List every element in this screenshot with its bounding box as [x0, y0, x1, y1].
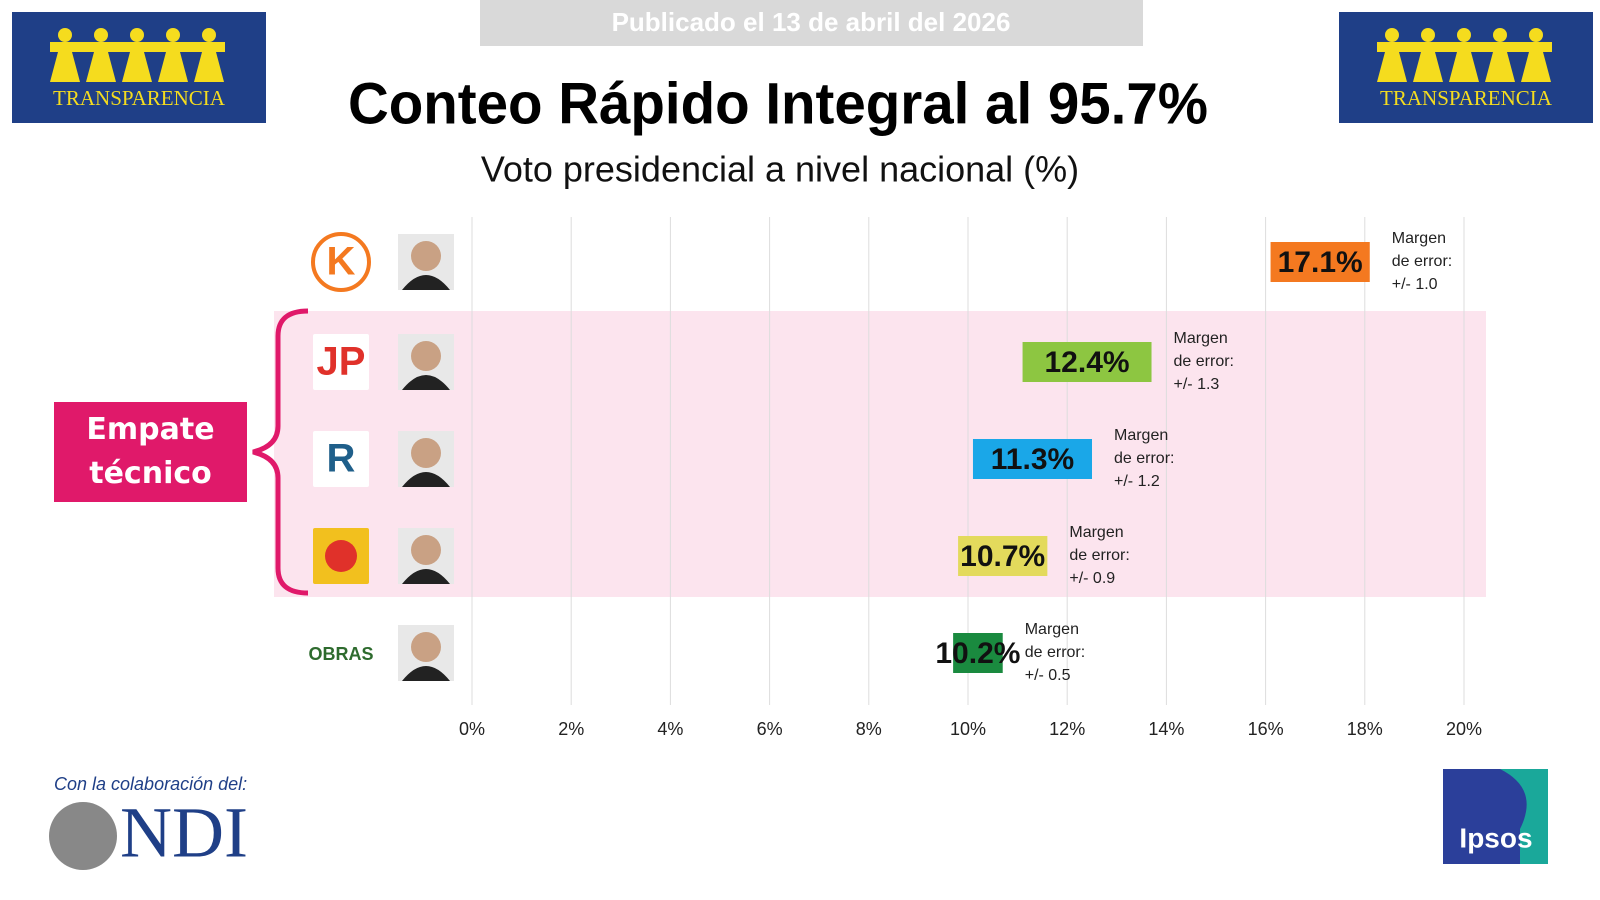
margin-title: de error: — [1392, 253, 1452, 270]
x-tick-label: 6% — [757, 719, 783, 739]
ipsos-shape — [1500, 769, 1548, 864]
error-range-bar — [953, 633, 1003, 673]
published-date: Publicado el 13 de abril del 2026 — [612, 7, 1011, 37]
candidate-face — [411, 341, 441, 371]
value-label: 12.4% — [1045, 346, 1130, 379]
x-tick-label: 10% — [950, 719, 986, 739]
published-banner — [480, 0, 1143, 46]
candidate-face — [411, 438, 441, 468]
group-label: Empate técnico — [54, 402, 247, 502]
error-range-bar — [972, 439, 1092, 479]
margin-label: +/- 0.9 — [1069, 570, 1115, 587]
margin-title: de error: — [1025, 644, 1085, 661]
x-tick-label: 16% — [1248, 719, 1284, 739]
candidate-body — [402, 472, 450, 487]
candidate-body — [402, 275, 450, 290]
x-tick-label: 0% — [459, 719, 485, 739]
candidate-body — [402, 569, 450, 584]
margin-title: Margen — [1114, 427, 1168, 444]
x-tick-label: 2% — [558, 719, 584, 739]
party-logo — [311, 232, 371, 292]
x-tick-label: 12% — [1049, 719, 1085, 739]
candidate-face — [411, 535, 441, 565]
party-logo-text: OBRAS — [308, 644, 373, 664]
logo-text: TRANSPARENCIA — [1380, 86, 1553, 110]
margin-title: Margen — [1392, 230, 1446, 247]
margin-title: de error: — [1114, 450, 1174, 467]
value-label: 10.7% — [960, 540, 1045, 573]
party-logo — [313, 625, 369, 681]
margin-title: Margen — [1025, 621, 1079, 638]
margin-title: Margen — [1174, 330, 1228, 347]
candidate-face — [411, 241, 441, 271]
x-tick-label: 8% — [856, 719, 882, 739]
x-tick-label: 20% — [1446, 719, 1482, 739]
collab-text: Con la colaboración del: — [54, 774, 247, 794]
margin-title: Margen — [1069, 524, 1123, 541]
plot: 0% 2% 4% 6% 8% 10% 12% 14% 16% 18% 20% K 17.1% Margen… — [308, 217, 1482, 739]
ipsos-text: Ipsos — [1459, 822, 1532, 853]
margin-label: +/- 1.2 — [1114, 473, 1160, 490]
error-range-bar — [1022, 342, 1152, 382]
margin-label: +/- 1.3 — [1174, 376, 1220, 393]
value-label: 11.3% — [991, 443, 1074, 476]
margin-title: de error: — [1174, 353, 1234, 370]
x-tick-label: 18% — [1347, 719, 1383, 739]
group-band — [274, 311, 1486, 597]
logo-text: TRANSPARENCIA — [53, 86, 226, 110]
party-logo — [313, 334, 369, 390]
margin-label: +/- 1.0 — [1392, 276, 1438, 293]
error-range-bar — [958, 536, 1048, 576]
candidate-face — [411, 632, 441, 662]
chart-title: Conteo Rápido Integral al 95.7% — [348, 71, 1208, 136]
party-logo-text: R — [327, 437, 356, 481]
chart-subtitle: Voto presidencial a nivel nacional (%) — [481, 149, 1079, 190]
ndi-globe — [49, 802, 117, 870]
x-tick-label: 14% — [1148, 719, 1184, 739]
margin-label: +/- 0.5 — [1025, 667, 1071, 684]
candidate-body — [402, 666, 450, 681]
party-logo-sun — [325, 540, 357, 572]
group-brace — [252, 308, 309, 596]
logo-left: TRANSPARENCIA — [12, 12, 266, 123]
candidate-body — [402, 375, 450, 390]
value-label: 10.2% — [935, 637, 1020, 670]
x-tick-label: 4% — [657, 719, 683, 739]
margin-title: de error: — [1069, 547, 1129, 564]
error-range-bar — [1270, 242, 1370, 282]
party-logo — [313, 431, 369, 487]
party-logo-text: K — [327, 240, 356, 284]
ndi-logo: NDI — [120, 793, 248, 873]
logo-right: TRANSPARENCIA — [1339, 12, 1593, 123]
party-logo-text: JP — [317, 340, 366, 384]
value-label: 17.1% — [1278, 246, 1363, 279]
